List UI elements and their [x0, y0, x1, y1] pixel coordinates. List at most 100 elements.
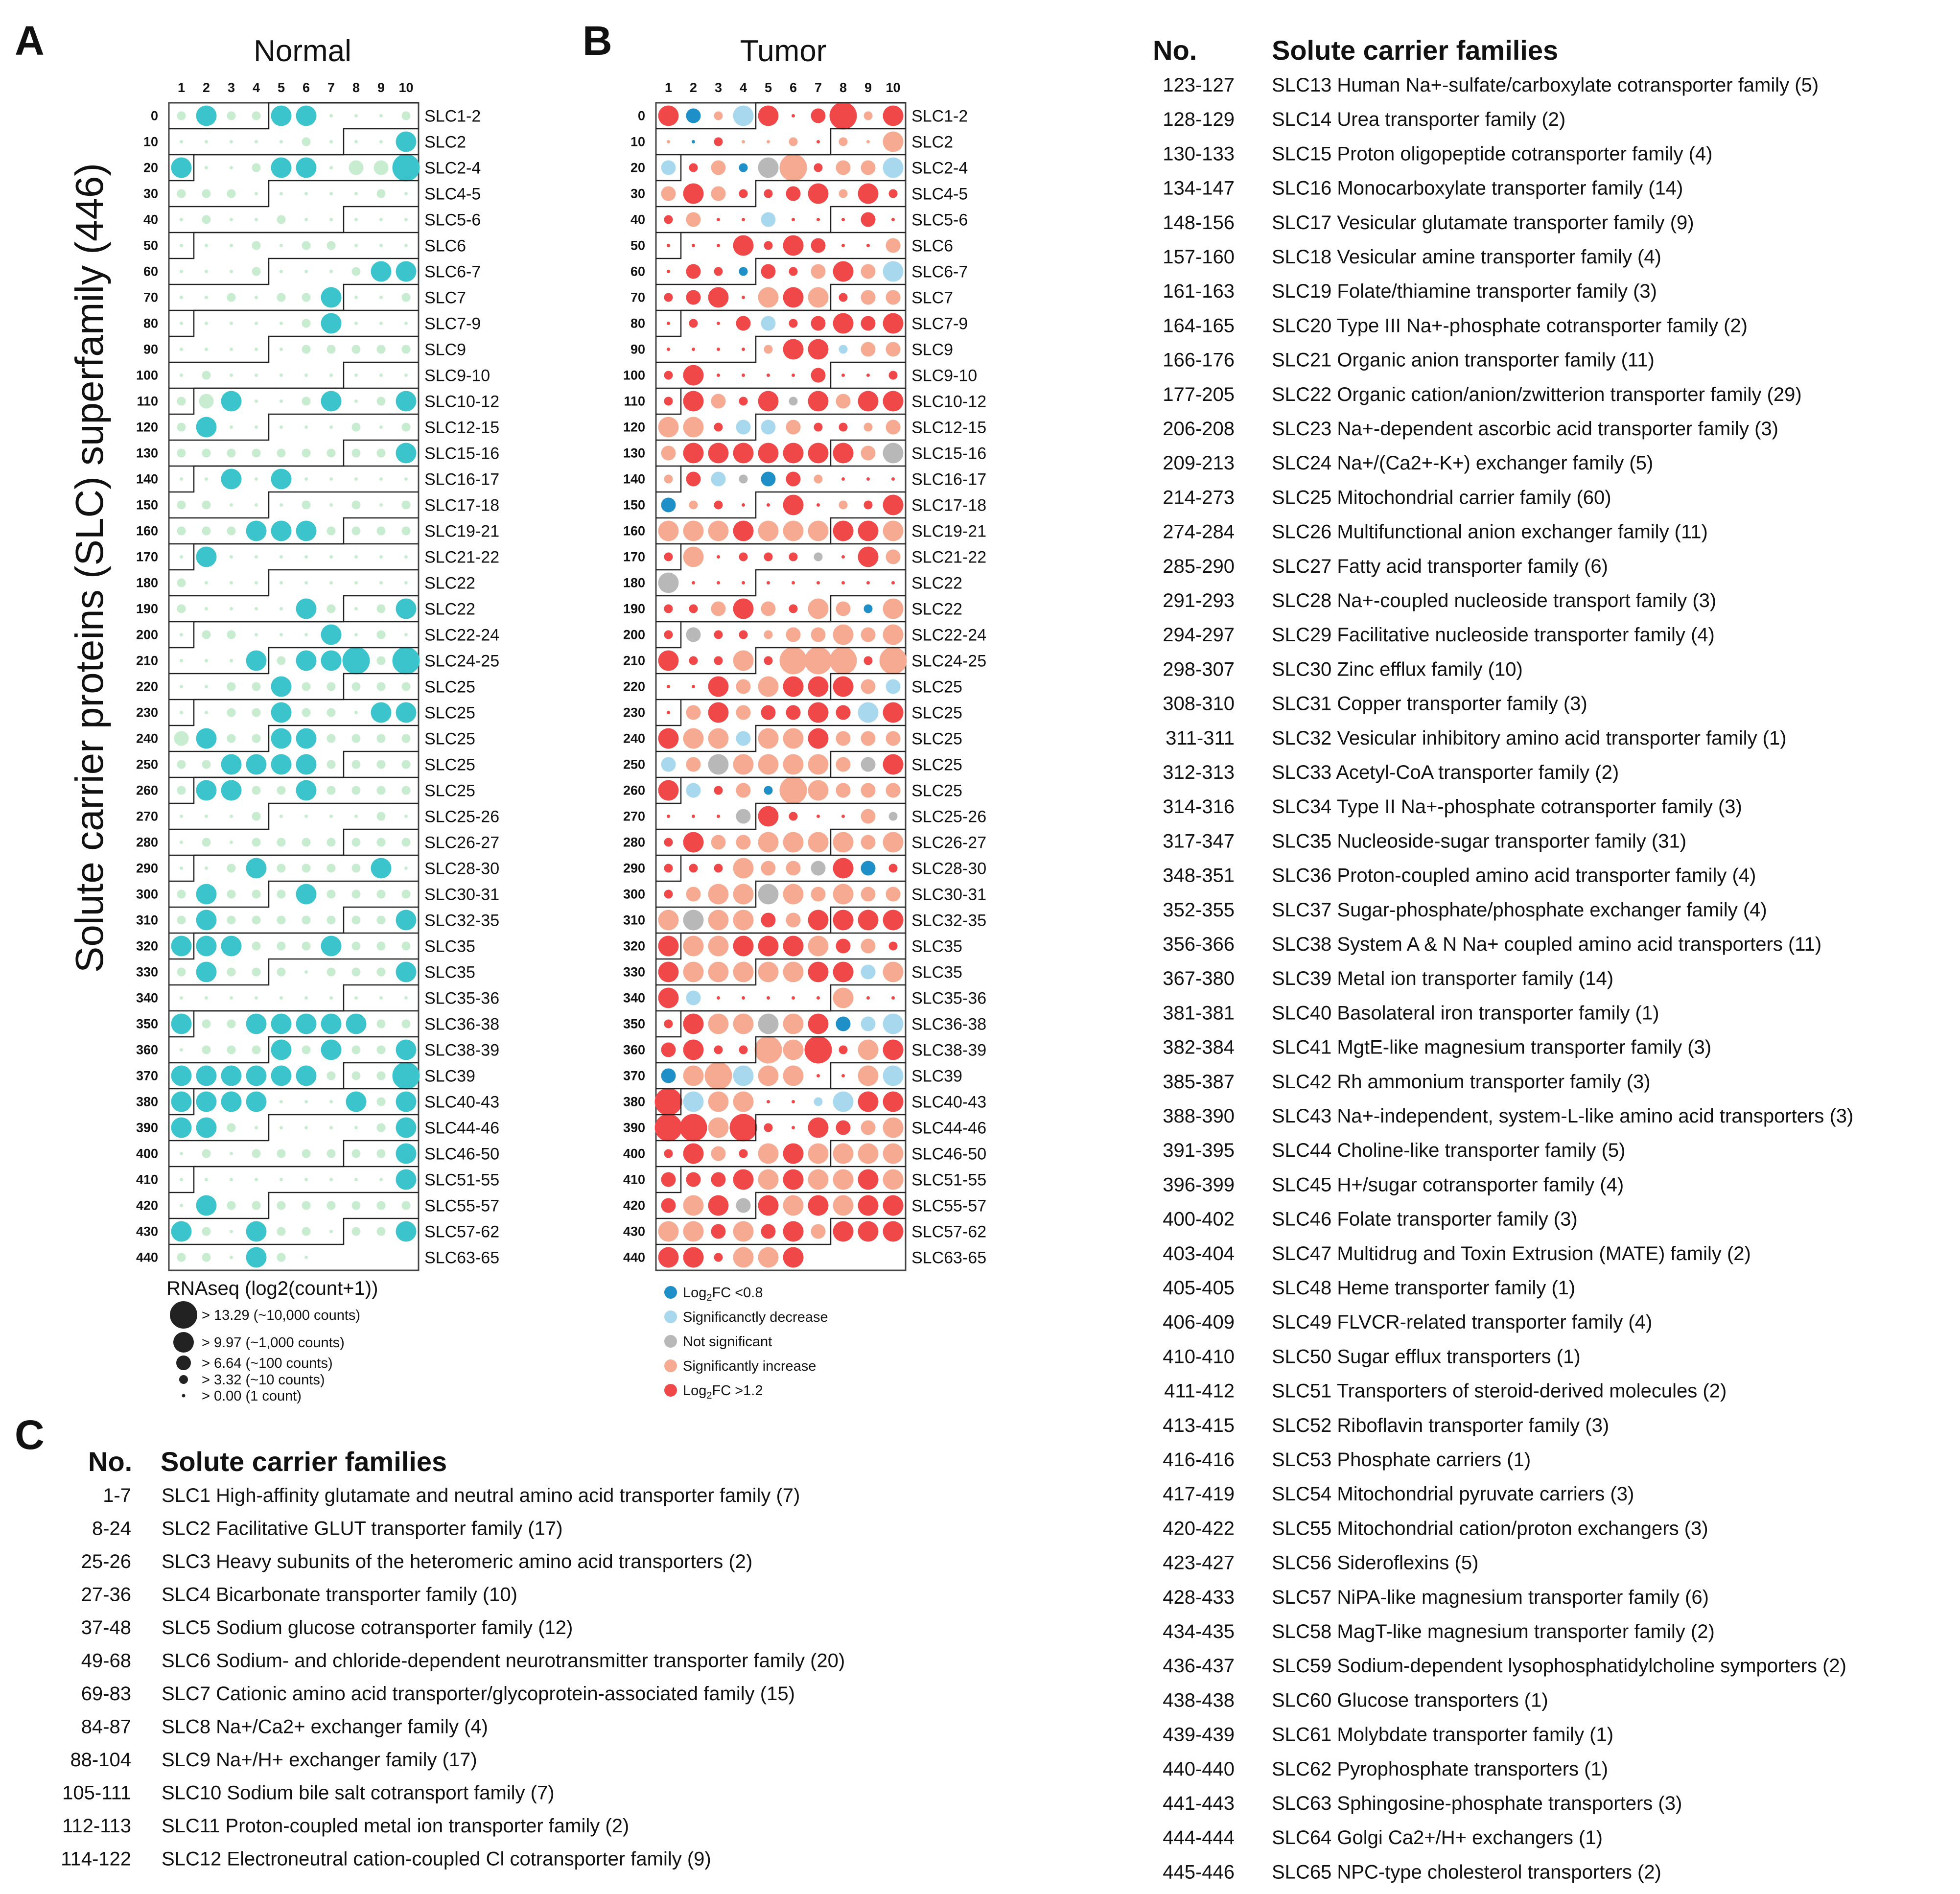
normal-row-tick: 330 [136, 965, 158, 980]
normal-bubble [379, 477, 383, 481]
tumor-bubble [689, 319, 698, 328]
normal-family-boundary [169, 1036, 419, 1064]
tumor-bubble [739, 397, 748, 406]
table-c-row-no: 88-104 [70, 1749, 131, 1771]
tumor-row-tick: 170 [623, 550, 645, 564]
normal-bubble [202, 1019, 211, 1029]
tumor-family-boundary [656, 543, 906, 571]
tumor-bubble [758, 884, 779, 905]
normal-bubble [255, 633, 258, 636]
table-c-row-name: SLC7 Cationic amino acid transporter/gly… [162, 1683, 795, 1705]
normal-bubble [221, 1065, 242, 1086]
tumor-bubble [883, 494, 904, 515]
normal-bubble [255, 296, 258, 299]
panel-letter-a: A [15, 18, 45, 64]
normal-bubble [302, 941, 311, 951]
tumor-bubble [683, 1091, 704, 1112]
normal-bubble [396, 261, 417, 282]
normal-bubble [396, 1091, 417, 1112]
tumor-bubble [692, 244, 695, 247]
tumor-bubble [783, 235, 804, 256]
normal-bubble [177, 915, 186, 925]
tumor-bubble [708, 1195, 729, 1216]
table-c-row-name: SLC9 Na+/H+ exchanger family (17) [162, 1749, 477, 1771]
normal-bubble [255, 218, 258, 221]
tumor-bubble [861, 212, 876, 227]
normal-bubble [230, 218, 233, 221]
normal-bubble [346, 1091, 367, 1112]
tumor-bubble [758, 728, 779, 749]
normal-bubble [404, 322, 408, 325]
normal-bubble [280, 1126, 283, 1129]
normal-bubble [327, 760, 336, 769]
tumor-bubble [739, 474, 748, 484]
tumor-bubble [833, 1091, 854, 1112]
normal-bubble [196, 546, 217, 567]
tumor-row-label: SLC9-10 [911, 367, 977, 385]
normal-bubble [304, 581, 308, 585]
tumor-bubble [883, 443, 904, 464]
table-right-row-name: SLC57 NiPA-like magnesium transporter fa… [1272, 1587, 1709, 1608]
normal-bubble [280, 270, 283, 273]
tumor-bubble [836, 731, 851, 746]
table-right-row-no: 298-307 [1163, 658, 1235, 680]
normal-bubble [354, 296, 358, 299]
normal-bubble [304, 477, 308, 481]
normal-bubble [230, 1178, 233, 1181]
tumor-bubble [786, 471, 801, 487]
tumor-bubble [833, 261, 854, 282]
normal-bubble [401, 345, 411, 354]
tumor-bubble [808, 961, 829, 982]
tumor-bubble [683, 1247, 704, 1268]
tumor-bubble [704, 1062, 732, 1090]
tumor-bubble [742, 296, 745, 299]
normal-bubble [280, 425, 283, 429]
normal-bubble [255, 607, 258, 610]
tumor-bubble [833, 987, 854, 1008]
normal-bubble [327, 526, 336, 536]
tumor-bubble [861, 627, 876, 642]
normal-bubble [354, 374, 358, 377]
normal-bubble [205, 348, 208, 351]
table-c-row-no: 8-24 [92, 1518, 131, 1540]
tumor-bubble [792, 218, 795, 221]
table-right-row-no: 385-387 [1163, 1071, 1235, 1093]
normal-row-tick: 350 [136, 1017, 158, 1031]
normal-bubble [277, 1201, 286, 1210]
tumor-bubble [667, 711, 670, 714]
normal-bubble [404, 218, 408, 221]
tumor-bubble [883, 1221, 904, 1242]
normal-bubble [255, 1178, 258, 1181]
tumor-bubble [808, 1143, 829, 1164]
normal-bubble [327, 967, 336, 977]
normal-row-label: SLC35 [424, 937, 475, 956]
table-right-row-no: 352-355 [1163, 899, 1235, 921]
tumor-bubble [886, 549, 901, 564]
tumor-row-tick: 130 [623, 446, 645, 461]
tumor-bubble [758, 443, 779, 464]
tumor-bubble [761, 471, 776, 487]
normal-bubble [392, 154, 420, 182]
tumor-row-label: SLC44-46 [911, 1119, 986, 1138]
normal-bubble [376, 915, 386, 925]
tumor-bubble [714, 1253, 723, 1262]
tumor-bubble [708, 728, 729, 749]
tumor-family-boundary [656, 725, 906, 752]
tumor-row-tick: 230 [623, 705, 645, 720]
table-right-row-no: 308-310 [1163, 693, 1235, 715]
tumor-bubble [861, 160, 876, 175]
tumor-row-tick: 250 [623, 757, 645, 772]
tumor-bubble [658, 520, 679, 541]
normal-row-tick: 100 [136, 368, 158, 383]
tumor-row-label: SLC25 [911, 782, 962, 800]
table-right-row-no: 148-156 [1163, 212, 1235, 234]
tumor-bubble [833, 676, 854, 697]
normal-family-boundary [169, 725, 419, 752]
tumor-bubble [839, 500, 848, 510]
normal-bubble [230, 140, 233, 143]
normal-row-label: SLC24-25 [424, 652, 499, 671]
tumor-bubble [708, 443, 729, 464]
tumor-family-boundary [656, 1010, 906, 1038]
normal-bubble [351, 448, 361, 458]
tumor-bubble [866, 244, 870, 247]
